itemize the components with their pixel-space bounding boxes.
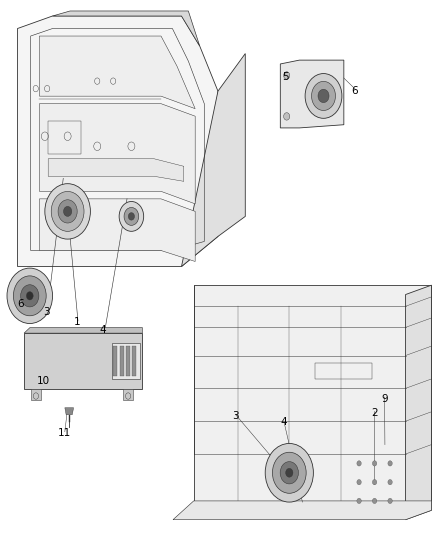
- Text: 4: 4: [99, 326, 106, 335]
- Polygon shape: [24, 327, 142, 333]
- Circle shape: [14, 276, 46, 316]
- Circle shape: [272, 452, 306, 494]
- Polygon shape: [112, 343, 140, 379]
- Circle shape: [51, 191, 84, 231]
- Polygon shape: [39, 36, 195, 109]
- Bar: [120, 346, 124, 376]
- Circle shape: [388, 498, 392, 504]
- Circle shape: [21, 285, 39, 307]
- Text: 6: 6: [351, 86, 358, 95]
- Circle shape: [280, 462, 298, 484]
- Circle shape: [128, 213, 134, 220]
- Circle shape: [372, 461, 377, 466]
- Polygon shape: [194, 285, 431, 501]
- Circle shape: [265, 443, 314, 502]
- Circle shape: [124, 207, 139, 225]
- Circle shape: [58, 200, 77, 223]
- Text: 4: 4: [280, 417, 287, 427]
- Polygon shape: [31, 389, 41, 400]
- Circle shape: [286, 469, 293, 477]
- Circle shape: [311, 82, 336, 110]
- Bar: [126, 346, 130, 376]
- Bar: [113, 346, 117, 376]
- Circle shape: [284, 72, 290, 79]
- Circle shape: [357, 498, 361, 504]
- Circle shape: [388, 480, 392, 485]
- Text: 3: 3: [42, 307, 49, 317]
- Circle shape: [372, 480, 377, 485]
- Polygon shape: [39, 103, 195, 204]
- Bar: [315, 362, 372, 379]
- Bar: [132, 346, 136, 376]
- Circle shape: [357, 480, 361, 485]
- Text: 10: 10: [36, 376, 49, 386]
- Polygon shape: [406, 285, 431, 520]
- Polygon shape: [173, 501, 431, 520]
- Circle shape: [284, 112, 290, 120]
- Circle shape: [45, 184, 90, 239]
- Circle shape: [7, 268, 53, 324]
- Circle shape: [318, 89, 329, 103]
- Circle shape: [372, 498, 377, 504]
- Circle shape: [26, 292, 33, 300]
- Circle shape: [119, 201, 144, 231]
- Text: 11: 11: [58, 428, 71, 438]
- Text: 1: 1: [73, 318, 80, 327]
- Text: 2: 2: [371, 408, 378, 418]
- Polygon shape: [181, 54, 245, 266]
- Polygon shape: [65, 408, 74, 415]
- Polygon shape: [48, 159, 184, 181]
- Text: 3: 3: [232, 411, 239, 421]
- Polygon shape: [18, 16, 218, 266]
- Polygon shape: [280, 60, 344, 128]
- Polygon shape: [53, 11, 200, 46]
- Circle shape: [64, 206, 72, 216]
- Text: 5: 5: [282, 72, 289, 82]
- Text: 6: 6: [18, 299, 25, 309]
- Polygon shape: [123, 389, 134, 400]
- Polygon shape: [39, 199, 195, 262]
- Circle shape: [388, 461, 392, 466]
- Text: 9: 9: [381, 394, 388, 403]
- Circle shape: [357, 461, 361, 466]
- Polygon shape: [24, 333, 142, 389]
- Circle shape: [305, 74, 342, 118]
